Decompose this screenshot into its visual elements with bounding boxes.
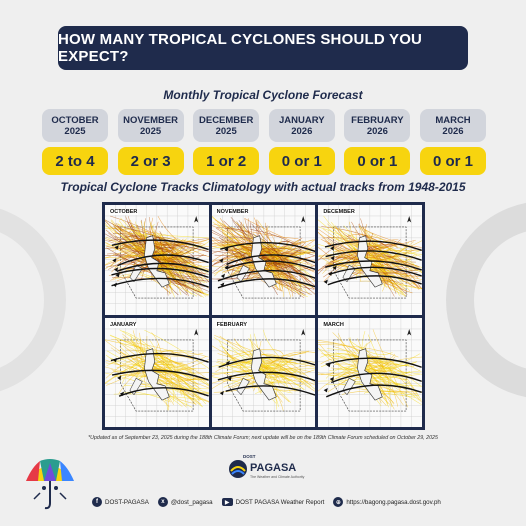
month-label: DECEMBER 2025 [193, 109, 260, 142]
track-map-november: NOVEMBER [211, 205, 316, 315]
globe-icon: ⊕ [333, 497, 344, 507]
month-name: NOVEMBER [123, 114, 179, 126]
month-name: DECEMBER [199, 114, 254, 126]
map-month-label: OCTOBER [109, 209, 139, 215]
month-name: OCTOBER [51, 114, 99, 126]
update-footnote: *Updated as of September 23, 2025 during… [88, 435, 438, 441]
social-label: @dost_pagasa [170, 498, 213, 506]
twitter-x-icon: x [157, 497, 168, 507]
climatology-title: Tropical Cyclone Tracks Climatology with… [60, 180, 466, 194]
umbrella-mascot-icon [26, 459, 74, 510]
monthly-forecast: OCTOBER 2025 2 to 4 NOVEMBER 2025 2 or 3… [42, 109, 486, 175]
month-year: 2026 [366, 125, 388, 137]
cyclone-track-maps: OCTOBER NOVEMBER DECEMBER JANUARY FEBRUA… [102, 202, 425, 430]
month-name: MARCH [435, 114, 471, 126]
cyclone-count: 0 or 1 [420, 147, 486, 175]
track-map-image [318, 317, 422, 427]
month-name: FEBRUARY [351, 114, 404, 126]
month-label: FEBRUARY 2026 [344, 109, 411, 142]
social-label: DOST PAGASA Weather Report [235, 498, 325, 506]
logo-name-text: PAGASA [250, 462, 297, 474]
track-map-october: OCTOBER [105, 205, 209, 315]
forecast-month-december: DECEMBER 2025 1 or 2 [193, 109, 260, 175]
month-label: NOVEMBER 2025 [117, 109, 184, 142]
cyclone-count: 0 or 1 [268, 147, 335, 175]
social-twitter[interactable]: x @dost_pagasa [157, 497, 213, 507]
month-label: JANUARY 2026 [268, 109, 335, 142]
cyclone-count: 0 or 1 [344, 147, 411, 175]
cyclone-count: 2 or 3 [117, 147, 184, 175]
forecast-month-march: MARCH 2026 0 or 1 [420, 109, 486, 175]
map-month-label: MARCH [322, 321, 345, 328]
month-year: 2025 [140, 125, 162, 137]
social-youtube[interactable]: ▶ DOST PAGASA Weather Report [221, 498, 325, 506]
social-label: https://bagong.pagasa.dost.gov.ph [346, 498, 441, 506]
map-month-label: NOVEMBER [215, 209, 250, 215]
month-label: MARCH 2026 [420, 109, 486, 142]
track-map-february: FEBRUARY [211, 317, 316, 427]
track-map-march: MARCH [318, 317, 422, 427]
pagasa-logo: DOST PAGASA The Weather and Climate Auth… [228, 454, 318, 484]
track-map-image [105, 205, 209, 315]
youtube-icon: ▶ [221, 498, 233, 506]
track-map-image [318, 205, 422, 315]
social-facebook[interactable]: f DOST-PAGASA [92, 497, 149, 507]
month-year: 2025 [215, 125, 237, 137]
track-map-january: JANUARY [105, 317, 209, 427]
track-map-image [211, 205, 316, 315]
page-title: HOW MANY TROPICAL CYCLONES SHOULD YOU EX… [58, 26, 468, 70]
logo-dost-text: DOST [243, 454, 256, 459]
track-map-image [105, 317, 209, 427]
month-name: JANUARY [279, 114, 325, 126]
forecast-title: Monthly Tropical Cyclone Forecast [163, 88, 363, 102]
month-year: 2026 [291, 125, 313, 137]
pagasa-emblem-icon [229, 460, 247, 478]
forecast-month-january: JANUARY 2026 0 or 1 [268, 109, 335, 175]
forecast-month-november: NOVEMBER 2025 2 or 3 [117, 109, 184, 175]
map-month-label: FEBRUARY [215, 321, 249, 328]
track-map-image [211, 317, 316, 427]
map-month-label: DECEMBER [322, 209, 356, 215]
social-links: f DOST-PAGASA x @dost_pagasa ▶ DOST PAGA… [92, 496, 512, 508]
logo-tagline: The Weather and Climate Authority [250, 475, 305, 479]
forecast-month-february: FEBRUARY 2026 0 or 1 [344, 109, 411, 175]
month-year: 2025 [64, 125, 86, 137]
track-map-december: DECEMBER [318, 205, 422, 315]
social-website[interactable]: ⊕ https://bagong.pagasa.dost.gov.ph [333, 497, 441, 507]
facebook-icon: f [92, 497, 102, 507]
social-label: DOST-PAGASA [105, 498, 149, 506]
month-label: OCTOBER 2025 [42, 109, 108, 142]
map-month-label: JANUARY [109, 321, 138, 328]
month-year: 2026 [442, 125, 464, 137]
forecast-month-october: OCTOBER 2025 2 to 4 [42, 109, 108, 175]
cyclone-count: 2 to 4 [42, 147, 108, 175]
cyclone-count: 1 or 2 [193, 147, 260, 175]
